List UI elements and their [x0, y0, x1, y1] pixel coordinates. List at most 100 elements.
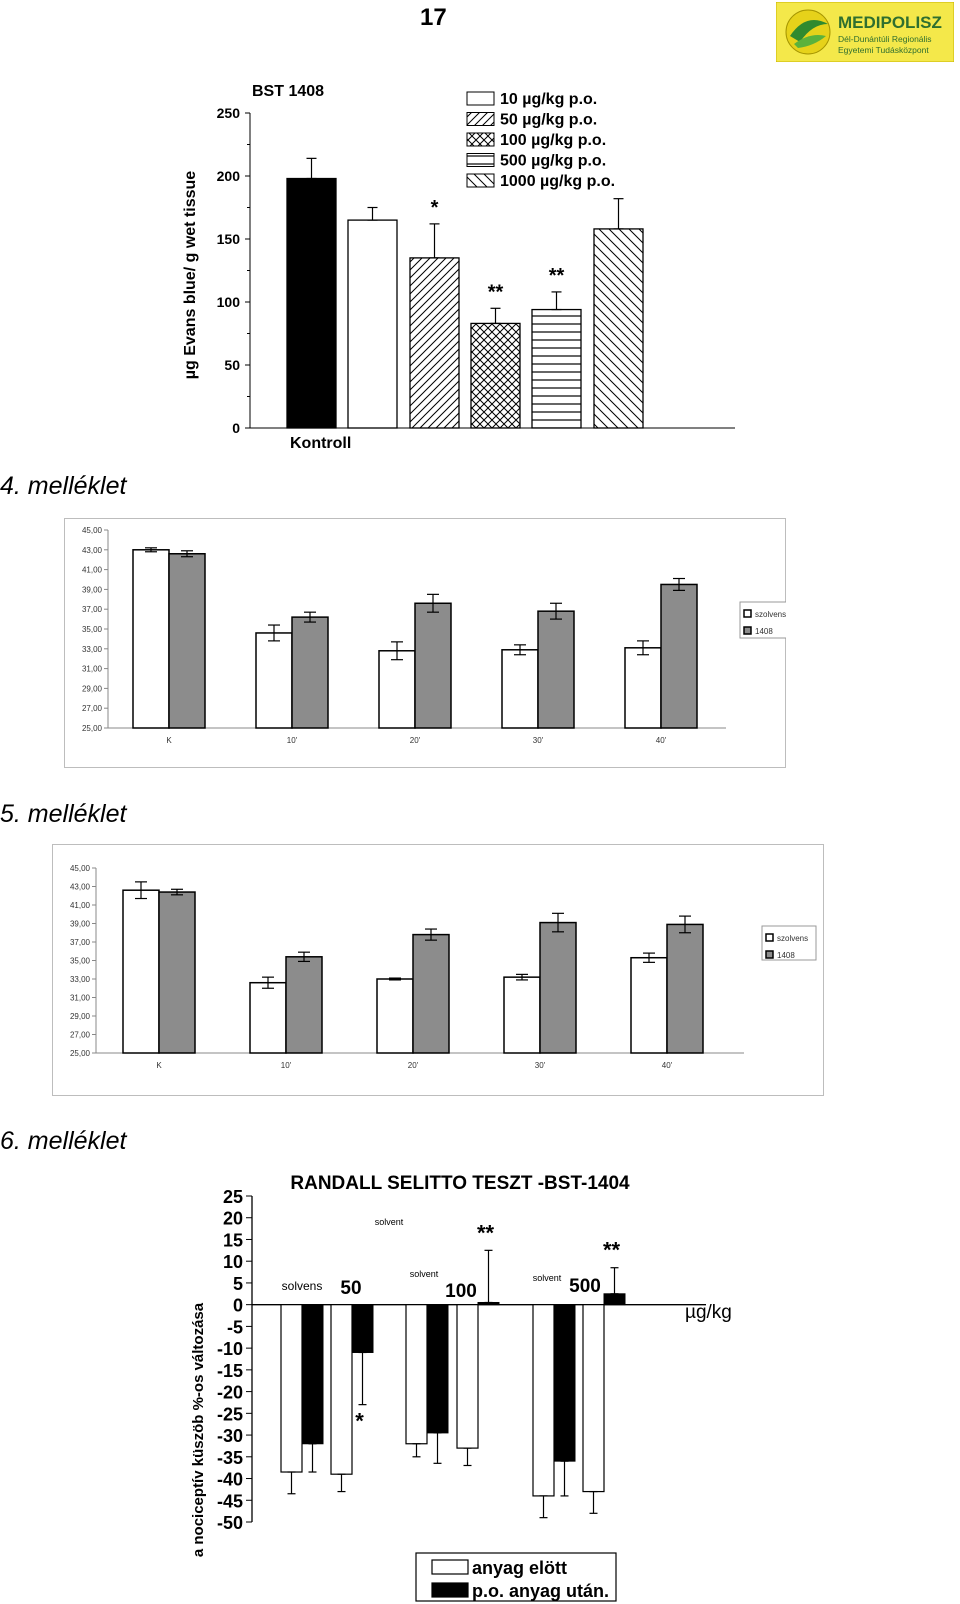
- chart3-ytick-label: 45,00: [70, 864, 91, 873]
- chart4-bar-before: [456, 1304, 479, 1449]
- chart2-category-label: 30': [533, 736, 544, 745]
- chart2-ytick-label: 39,00: [82, 585, 103, 594]
- chart3-legend: szolvens 1408: [761, 925, 817, 961]
- chart3-legend-swatch: [765, 933, 774, 942]
- chart4-ytick-label: -5: [227, 1317, 243, 1337]
- chart2-bar-1408: [291, 616, 329, 729]
- chart3-ytick-label: 31,00: [70, 994, 91, 1003]
- chart2-ytick-label: 43,00: [82, 546, 103, 555]
- chart4-group-label: solvent: [533, 1273, 562, 1283]
- logo-name: MEDIPOLISZ: [838, 13, 942, 32]
- chart4-group-label: solvens: [282, 1279, 323, 1293]
- chart4-significance-mark: **: [477, 1220, 495, 1245]
- chart1-significance-mark: **: [549, 265, 565, 287]
- chart2-ytick-label: 31,00: [82, 665, 103, 674]
- chart1-ytick-label: 150: [217, 231, 241, 247]
- chart3-ytick-label: 43,00: [70, 883, 91, 892]
- chart1-category-label: Kontroll: [290, 435, 351, 452]
- chart2-ytick-label: 27,00: [82, 704, 103, 713]
- chart2-ytick-label: 29,00: [82, 684, 103, 693]
- chart2-ytick-label: 33,00: [82, 645, 103, 654]
- chart-randall-selitto: RANDALL SELITTO TESZT -BST-1404 a nocice…: [190, 1173, 732, 1602]
- chart4-bar-before: [532, 1304, 555, 1497]
- chart2-bar-1408: [168, 553, 206, 729]
- chart1-significance-mark: *: [431, 197, 439, 219]
- chart4-ytick-label: -40: [217, 1470, 243, 1490]
- chart1-legend-label: 100 µg/kg p.o.: [500, 132, 606, 149]
- chart3-bars: [122, 881, 704, 1054]
- chart2-frame: [64, 518, 786, 768]
- chart2-legend-label: szolvens: [755, 610, 786, 619]
- chart4-ytick-label: -15: [217, 1361, 243, 1381]
- chart1-legend-swatch: [466, 132, 495, 147]
- chart3-x-axis: K 10' 20' 30' 40': [156, 1061, 672, 1070]
- chart1-bar: [409, 257, 460, 429]
- chart3-bar-solvent: [249, 981, 287, 1054]
- chart4-ytick-label: -25: [217, 1404, 243, 1424]
- logo-sub1: Dél-Dunántúli Regionális: [838, 34, 932, 44]
- chart1-ytick-label: 100: [217, 294, 241, 310]
- logo-sub2: Egyetemi Tudásközpont: [838, 45, 929, 55]
- chart3-bar-1408: [539, 921, 577, 1054]
- chart3-legend-swatch: [765, 950, 774, 959]
- chart3-category-label: K: [156, 1061, 162, 1070]
- chart4-legend-label: anyag elött: [472, 1558, 567, 1578]
- chart3-ytick-label: 41,00: [70, 901, 91, 910]
- chart4-ytick-label: 25: [223, 1187, 243, 1207]
- chart4-ytick-label: -10: [217, 1339, 243, 1359]
- chart1-ytick-label: 50: [224, 357, 240, 373]
- chart4-ytick-label: 5: [233, 1274, 243, 1294]
- chart3-bar-1408: [158, 891, 196, 1054]
- chart2-bar-solvent: [132, 549, 170, 729]
- chart4-ytick-label: -35: [217, 1448, 243, 1468]
- chart3-legend-label: 1408: [777, 951, 795, 960]
- chart4-title: RANDALL SELITTO TESZT -BST-1404: [290, 1173, 630, 1194]
- chart3-legend-box: [761, 925, 817, 961]
- chart4-significance-mark: *: [355, 1409, 364, 1434]
- section-label-6: 6. melléklet: [0, 1127, 127, 1155]
- chart2-ytick-label: 45,00: [82, 526, 103, 535]
- chart-plasma-extravasation-1: 25,00 27,00 29,00 31,00 33,00 35,00 37,00 39,00…: [82, 526, 786, 745]
- logo-graphic: MEDIPOLISZ Dél-Dunántúli Regionális Egye…: [775, 1, 955, 63]
- chart3-ytick-label: 25,00: [70, 1049, 91, 1058]
- chart4-bar-before: [405, 1304, 428, 1445]
- chart1-ylabel: µg Evans blue/ g wet tissue: [182, 171, 199, 379]
- chart3-category-label: 10': [281, 1061, 292, 1070]
- chart1-ytick-label: 200: [217, 168, 241, 184]
- chart4-bar-after: [301, 1304, 324, 1445]
- chart3-bar-solvent: [503, 976, 541, 1054]
- chart1-legend-swatch: [466, 112, 495, 126]
- chart2-bar-1408: [414, 602, 452, 729]
- chart-plasma-extravasation-2: 25,00 27,00 29,00 31,00 33,00 35,00 37,00 39,00…: [70, 864, 817, 1070]
- chart1-legend-label: 10 µg/kg p.o.: [500, 91, 597, 108]
- chart1-bars: *****: [286, 157, 644, 429]
- chart2-ytick-label: 25,00: [82, 724, 103, 733]
- chart1-legend-label: 50 µg/kg p.o.: [500, 112, 597, 129]
- chart4-legend: anyag elött p.o. anyag után.: [415, 1552, 617, 1602]
- chart1-ytick-label: 0: [232, 420, 240, 436]
- chart4-bar-before: [330, 1304, 353, 1475]
- chart4-ytick-label: -45: [217, 1491, 243, 1511]
- chart4-bar-after: [603, 1293, 626, 1306]
- chart1-legend-swatch: [466, 173, 495, 188]
- chart2-bars: [132, 547, 698, 729]
- chart2-bar-solvent: [255, 632, 293, 729]
- chart4-group-label: solvent: [375, 1217, 404, 1227]
- chart1-legend-label: 500 µg/kg p.o.: [500, 153, 606, 170]
- chart2-ytick-label: 41,00: [82, 566, 103, 575]
- chart1-legend-label: 1000 µg/kg p.o.: [500, 173, 615, 190]
- chart3-ytick-label: 29,00: [70, 1012, 91, 1021]
- chart3-frame: [52, 844, 824, 1096]
- chart1-ytick-label: 250: [217, 105, 241, 121]
- chart1-bar: [470, 322, 521, 429]
- chart3-ytick-label: 27,00: [70, 1031, 91, 1040]
- chart3-category-label: 40': [662, 1061, 673, 1070]
- chart4-legend-label: p.o. anyag után.: [472, 1581, 609, 1601]
- chart3-legend-label: szolvens: [777, 934, 808, 943]
- chart1-bar: [593, 228, 644, 429]
- chart1-bar: [531, 308, 582, 429]
- chart4-group-label: 50: [340, 1278, 361, 1299]
- chart-bst1408-evans-blue: µg Evans blue/ g wet tissue 0 50 100 150 200…: [182, 83, 735, 452]
- chart3-ytick-label: 37,00: [70, 938, 91, 947]
